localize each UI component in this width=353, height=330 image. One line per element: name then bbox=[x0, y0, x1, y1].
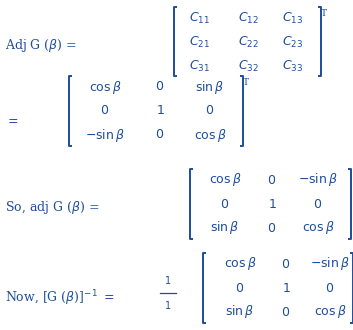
Text: $C_{31}$: $C_{31}$ bbox=[190, 58, 210, 74]
Text: $0$: $0$ bbox=[325, 281, 335, 294]
Text: $0$: $0$ bbox=[155, 81, 164, 93]
Text: $0$: $0$ bbox=[281, 306, 291, 318]
Text: $1$: $1$ bbox=[156, 105, 164, 117]
Text: $1$: $1$ bbox=[164, 299, 172, 311]
Text: T: T bbox=[321, 9, 327, 18]
Text: $0$: $0$ bbox=[155, 128, 164, 142]
Text: $0$: $0$ bbox=[220, 197, 229, 211]
Text: Now, [G ($\beta$)]$^{-1}$ $=$: Now, [G ($\beta$)]$^{-1}$ $=$ bbox=[5, 288, 115, 308]
Text: T: T bbox=[243, 78, 249, 87]
Text: $=$: $=$ bbox=[5, 114, 19, 126]
Text: $C_{21}$: $C_{21}$ bbox=[190, 34, 210, 50]
Text: $0$: $0$ bbox=[101, 105, 109, 117]
Text: $1$: $1$ bbox=[164, 274, 172, 286]
Text: $\cos\beta$: $\cos\beta$ bbox=[194, 126, 226, 144]
Text: $0$: $0$ bbox=[235, 281, 245, 294]
Text: $-\sin\beta$: $-\sin\beta$ bbox=[298, 172, 338, 188]
Text: $\cos\beta$: $\cos\beta$ bbox=[302, 219, 334, 237]
Text: $\cos\beta$: $\cos\beta$ bbox=[209, 172, 241, 188]
Text: $C_{32}$: $C_{32}$ bbox=[238, 58, 258, 74]
Text: $0$: $0$ bbox=[268, 174, 276, 186]
Text: $C_{33}$: $C_{33}$ bbox=[282, 58, 304, 74]
Text: $C_{13}$: $C_{13}$ bbox=[282, 11, 304, 25]
Text: $C_{11}$: $C_{11}$ bbox=[190, 11, 210, 25]
Text: $\sin\beta$: $\sin\beta$ bbox=[210, 219, 240, 237]
Text: $0$: $0$ bbox=[205, 105, 215, 117]
Text: $C_{23}$: $C_{23}$ bbox=[282, 34, 304, 50]
Text: So, adj G ($\beta$) =: So, adj G ($\beta$) = bbox=[5, 200, 99, 216]
Text: Adj G ($\beta$) =: Adj G ($\beta$) = bbox=[5, 37, 77, 53]
Text: $0$: $0$ bbox=[313, 197, 323, 211]
Text: $\sin\beta$: $\sin\beta$ bbox=[225, 304, 255, 320]
Text: $0$: $0$ bbox=[268, 221, 276, 235]
Text: $\sin\beta$: $\sin\beta$ bbox=[195, 79, 225, 95]
Text: $C_{12}$: $C_{12}$ bbox=[238, 11, 258, 25]
Text: $1$: $1$ bbox=[268, 197, 276, 211]
Text: $\cos\beta$: $\cos\beta$ bbox=[314, 304, 346, 320]
Text: $0$: $0$ bbox=[281, 257, 291, 271]
Text: $\cos\beta$: $\cos\beta$ bbox=[89, 79, 121, 95]
Text: $1$: $1$ bbox=[282, 281, 291, 294]
Text: $-\sin\beta$: $-\sin\beta$ bbox=[310, 255, 350, 273]
Text: $-\sin\beta$: $-\sin\beta$ bbox=[85, 126, 125, 144]
Text: $\cos\beta$: $\cos\beta$ bbox=[224, 255, 256, 273]
Text: $C_{22}$: $C_{22}$ bbox=[238, 34, 258, 50]
